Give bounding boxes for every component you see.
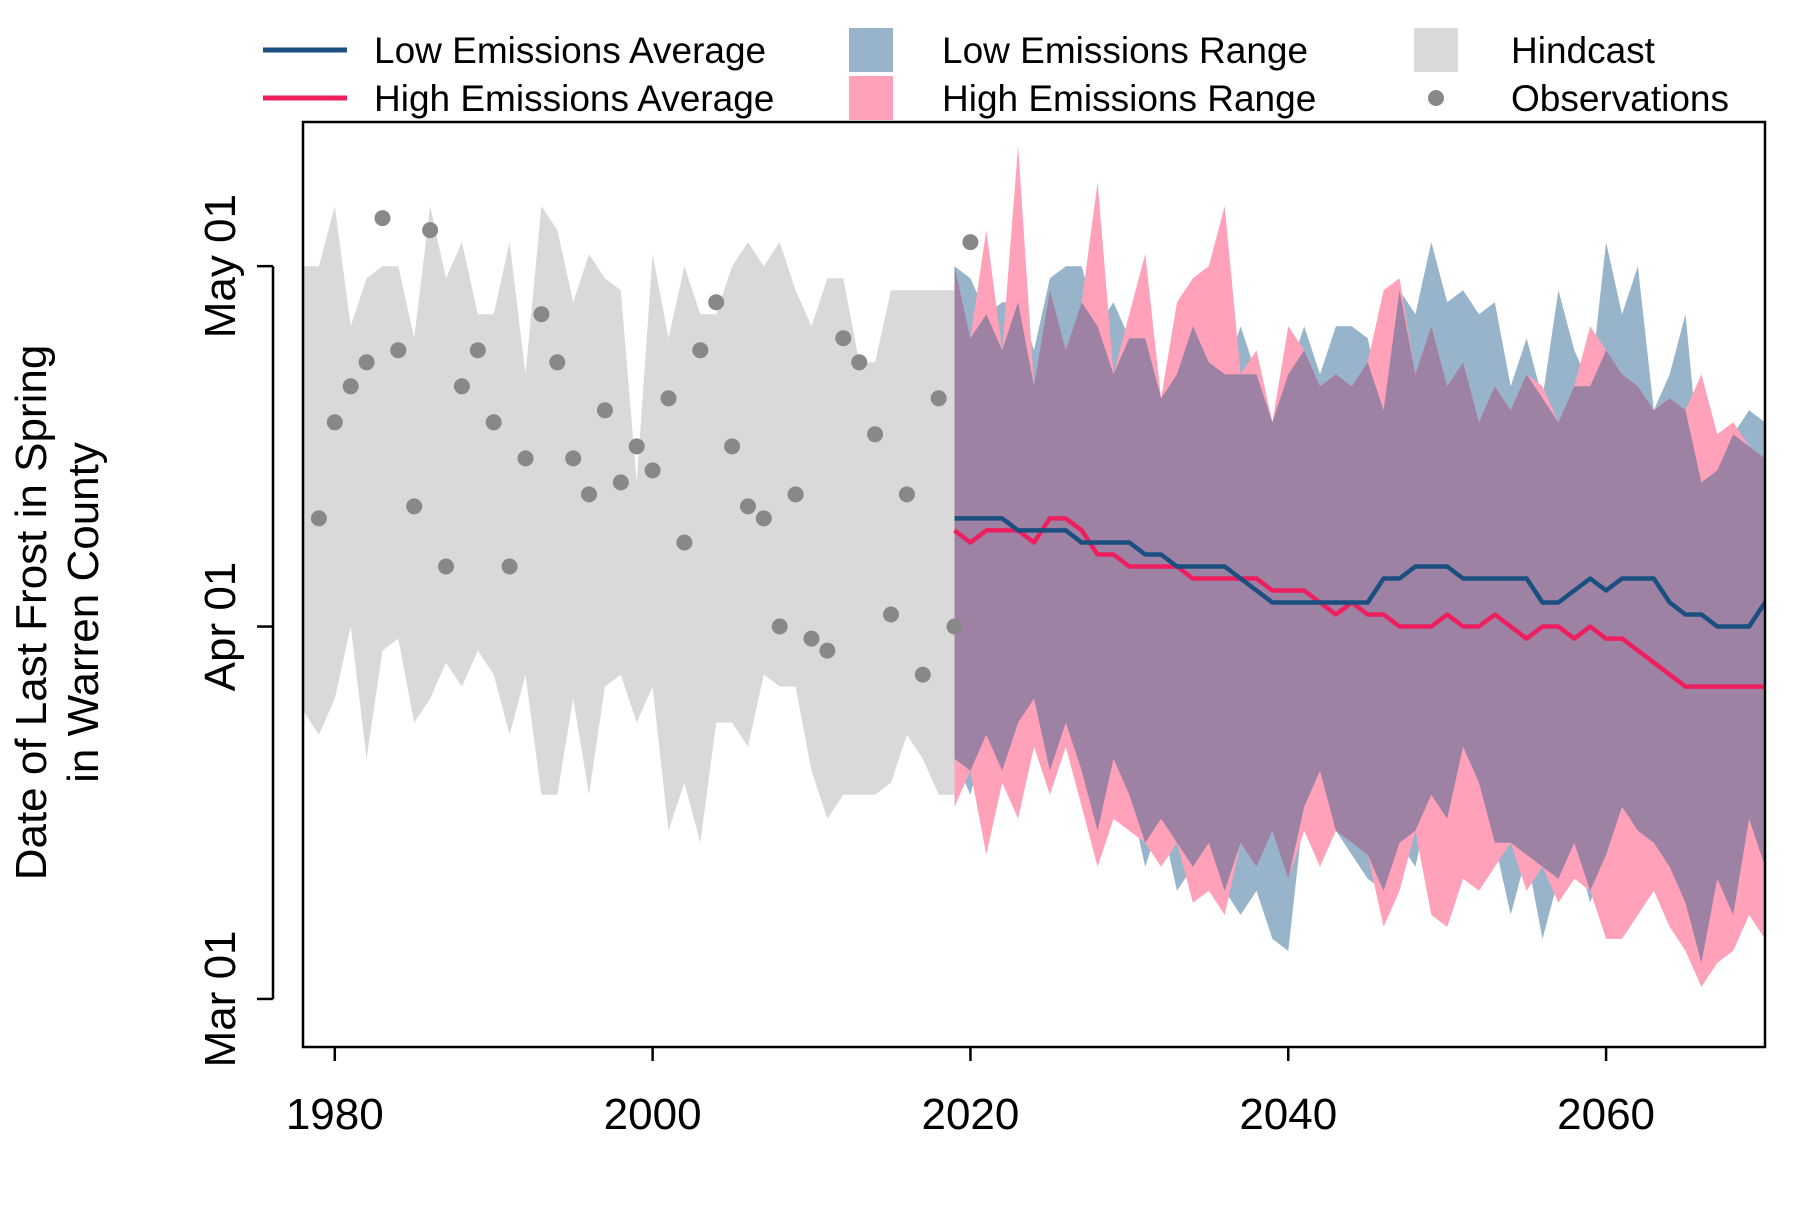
observation-point	[692, 342, 709, 359]
legend-entry-observations: Observations	[1428, 78, 1729, 119]
observation-point	[501, 558, 518, 575]
observation-point	[310, 510, 327, 527]
y-axis-title-line: Date of Last Frost in Spring	[7, 345, 56, 881]
observation-point	[565, 450, 582, 467]
observation-point	[533, 306, 550, 323]
observation-point	[962, 234, 979, 251]
legend-label: Low Emissions Average	[374, 30, 766, 71]
observation-point	[724, 438, 741, 455]
observation-point	[835, 330, 852, 347]
x-tick-label: 1980	[286, 1090, 384, 1139]
legend-entry-hindcast: Hindcast	[1414, 28, 1656, 72]
observation-point	[406, 498, 423, 515]
observation-point	[453, 378, 470, 395]
x-tick-label: 2040	[1239, 1090, 1337, 1139]
observation-point	[374, 210, 391, 227]
observation-point	[342, 378, 359, 395]
legend-label: Low Emissions Range	[942, 30, 1308, 71]
legend-label: High Emissions Range	[942, 78, 1316, 119]
observation-point	[422, 222, 439, 239]
x-tick-label: 2060	[1557, 1090, 1655, 1139]
observation-point	[644, 462, 661, 479]
low-emissions-average-line	[954, 516, 1765, 629]
legend-entry-low_range: Low Emissions Range	[849, 28, 1308, 72]
legend-entry-high_avg: High Emissions Average	[263, 78, 774, 119]
observation-point	[708, 294, 725, 311]
observation-point	[898, 486, 915, 503]
emissions-range-overlap-band	[954, 266, 1765, 963]
observation-point	[549, 354, 566, 371]
axes: 1980 2000 2020 2040 2060 Mar 01 Apr 01 May 01 Da…	[7, 194, 1655, 1139]
legend-entry-low_avg: Low Emissions Average	[263, 30, 766, 71]
legend-swatch	[1414, 28, 1458, 72]
observation-point	[517, 450, 534, 467]
observation-point	[581, 486, 597, 503]
observation-point	[930, 390, 947, 407]
y-tick-label: Apr 01	[196, 562, 245, 692]
y-tick-label: Mar 01	[196, 930, 245, 1067]
observation-point	[914, 666, 931, 683]
y-axis-title-line: in Warren County	[59, 442, 108, 783]
observation-point	[326, 414, 343, 431]
observation-point	[867, 426, 884, 443]
observation-point	[390, 342, 407, 359]
legend-swatch	[849, 76, 893, 120]
observation-point	[358, 354, 375, 371]
legend: Low Emissions Average High Emissions Aver…	[263, 28, 1729, 120]
observation-point	[740, 498, 756, 515]
x-tick-label: 2000	[604, 1090, 702, 1139]
legend-label: High Emissions Average	[374, 78, 774, 119]
plot-frame	[301, 120, 1767, 1049]
observation-point	[612, 474, 629, 491]
hindcast-band	[303, 206, 955, 843]
observation-point	[803, 630, 820, 647]
observation-point	[596, 402, 613, 419]
observation-point	[485, 414, 502, 431]
y-tick-label: May 01	[196, 194, 245, 338]
legend-swatch	[1428, 90, 1444, 106]
legend-label: Hindcast	[1511, 30, 1656, 71]
plot-area	[303, 146, 1765, 987]
x-tick-label: 2020	[921, 1090, 1019, 1139]
legend-label: Observations	[1511, 78, 1729, 119]
legend-swatch	[849, 28, 893, 72]
observation-point	[771, 618, 788, 635]
observation-point	[438, 558, 454, 575]
observation-point	[628, 438, 645, 455]
observation-point	[469, 342, 486, 359]
observation-point	[946, 618, 963, 635]
observation-point	[755, 510, 772, 527]
legend-entry-high_range: High Emissions Range	[849, 76, 1316, 120]
observation-point	[851, 354, 868, 371]
observation-point	[819, 642, 836, 659]
observation-point	[883, 606, 899, 623]
observation-point	[676, 534, 693, 551]
observation-point	[660, 390, 677, 407]
observation-point	[787, 486, 804, 503]
